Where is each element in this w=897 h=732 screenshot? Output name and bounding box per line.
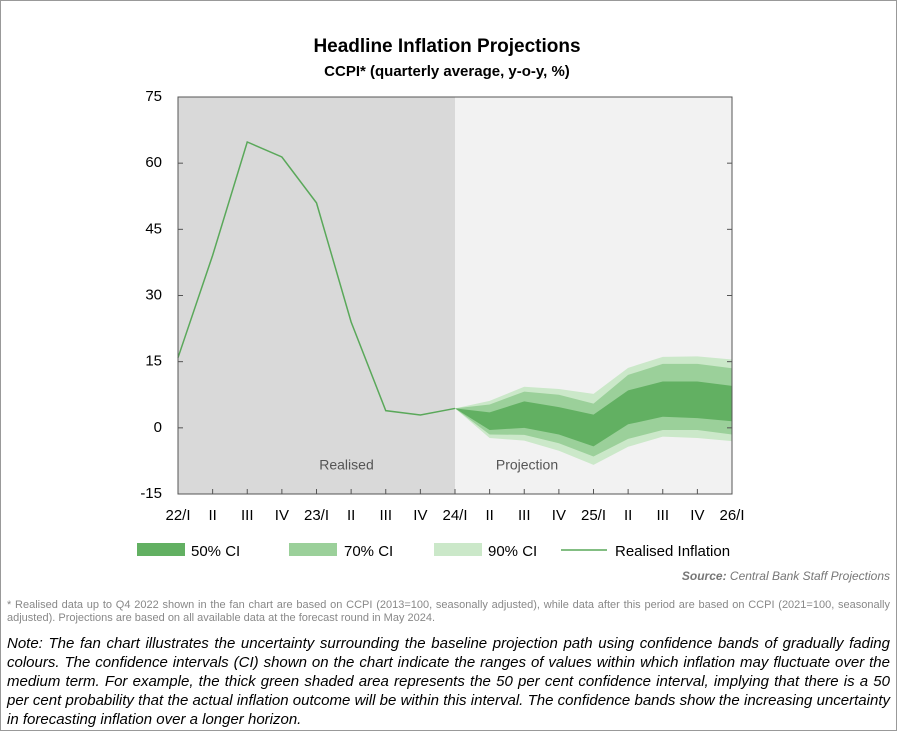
y-tick-label: 15 (145, 353, 162, 370)
x-tick-label: II (624, 507, 632, 524)
footnote: * Realised data up to Q4 2022 shown in t… (7, 599, 890, 624)
source: Source: Central Bank Staff Projections (682, 569, 890, 583)
legend-label: Realised Inflation (615, 543, 730, 560)
x-tick-label: IV (690, 507, 704, 524)
legend-swatch (137, 543, 185, 556)
x-tick-label: III (379, 507, 392, 524)
realised-region (178, 97, 455, 494)
legend-label: 90% CI (488, 543, 537, 560)
y-tick-label: -15 (140, 485, 162, 502)
note: Note: The fan chart illustrates the unce… (7, 635, 890, 728)
line (177, 140, 456, 416)
annotation: Projection (496, 457, 558, 473)
x-tick-label: 22/I (165, 507, 190, 524)
x-tick-label: III (241, 507, 254, 524)
x-tick-label: IV (552, 507, 566, 524)
x-tick-label: 25/I (581, 507, 606, 524)
x-tick-label: 24/I (442, 507, 467, 524)
y-tick-label: 75 (145, 88, 162, 105)
x-tick-label: IV (413, 507, 427, 524)
x-tick-label: II (347, 507, 355, 524)
y-tick-label: 45 (145, 220, 162, 237)
x-tick-label: 26/I (719, 507, 744, 524)
x-tick-label: 23/I (304, 507, 329, 524)
x-tick-label: II (485, 507, 493, 524)
source-label: Source: (681, 569, 727, 583)
legend-label: 70% CI (344, 543, 393, 560)
legend-swatch (289, 543, 337, 556)
y-tick-label: 0 (154, 419, 162, 436)
legend-swatch (434, 543, 482, 556)
ci-band (455, 381, 732, 447)
chart-title: Headline Inflation Projections (313, 36, 580, 57)
x-tick-label: III (518, 507, 531, 524)
annotation: Realised (319, 457, 373, 473)
x-tick-label: II (208, 507, 216, 524)
y-tick-label: 60 (145, 154, 162, 171)
source-text: Central Bank Staff Projections (729, 569, 890, 583)
legend-label: 50% CI (191, 543, 240, 560)
x-tick-label: III (656, 507, 669, 524)
x-tick-label: IV (275, 507, 289, 524)
chart-subtitle: CCPI* (quarterly average, y-o-y, %) (324, 63, 570, 80)
y-tick-label: 30 (145, 286, 162, 303)
